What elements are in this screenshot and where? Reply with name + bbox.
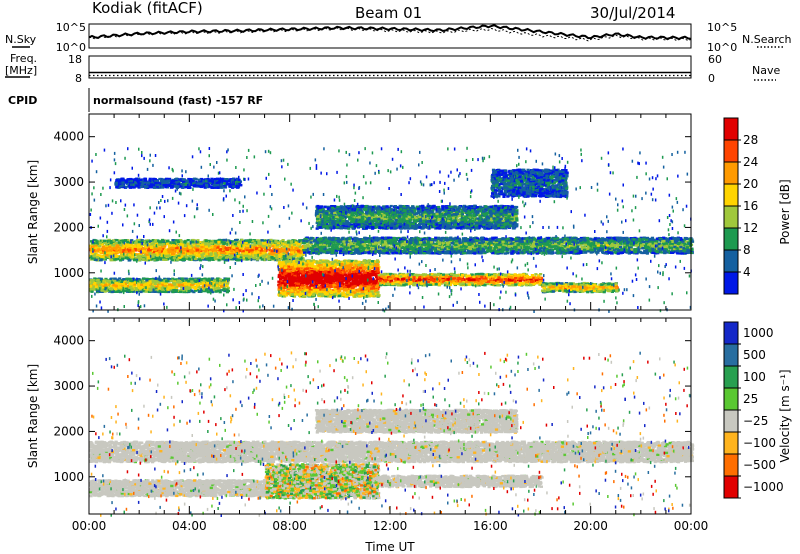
noise-right-tick-top: 10^5 [707, 21, 737, 34]
noise-panel: N.Sky N.Search 10^5 10^0 10^5 10^0 [5, 21, 792, 54]
freq-tick-bottom: 8 [75, 72, 82, 85]
freq-label-mid: [MHz] [5, 64, 37, 77]
nave-tick-top: 60 [708, 53, 722, 66]
beam-title: Beam 01 [355, 4, 422, 22]
noise-right-label: N.Search [742, 33, 792, 46]
freq-panel: Freq. [MHz] Nave 18 8 60 0 [5, 52, 780, 85]
data-cell [282, 239, 285, 241]
nave-label: Nave [752, 64, 780, 77]
cpid-label: CPID [8, 94, 37, 107]
date-title: 30/Jul/2014 [590, 4, 675, 22]
freq-frame [89, 56, 691, 78]
noise-left-tick-top: 10^5 [56, 21, 86, 34]
cpid-text: normalsound (fast) -157 RF [93, 94, 263, 107]
radar-summary-plot: Kodiak (fitACF) Beam 01 30/Jul/2014 N.Sk… [0, 0, 800, 554]
noise-left-label: N.Sky [5, 33, 37, 46]
nave-tick-bottom: 0 [708, 72, 715, 85]
radar-title: Kodiak (fitACF) [92, 0, 203, 17]
power-panel: 4000300020001000 Slant Range [km] 282420… [26, 114, 792, 313]
freq-tick-top: 18 [68, 53, 82, 66]
